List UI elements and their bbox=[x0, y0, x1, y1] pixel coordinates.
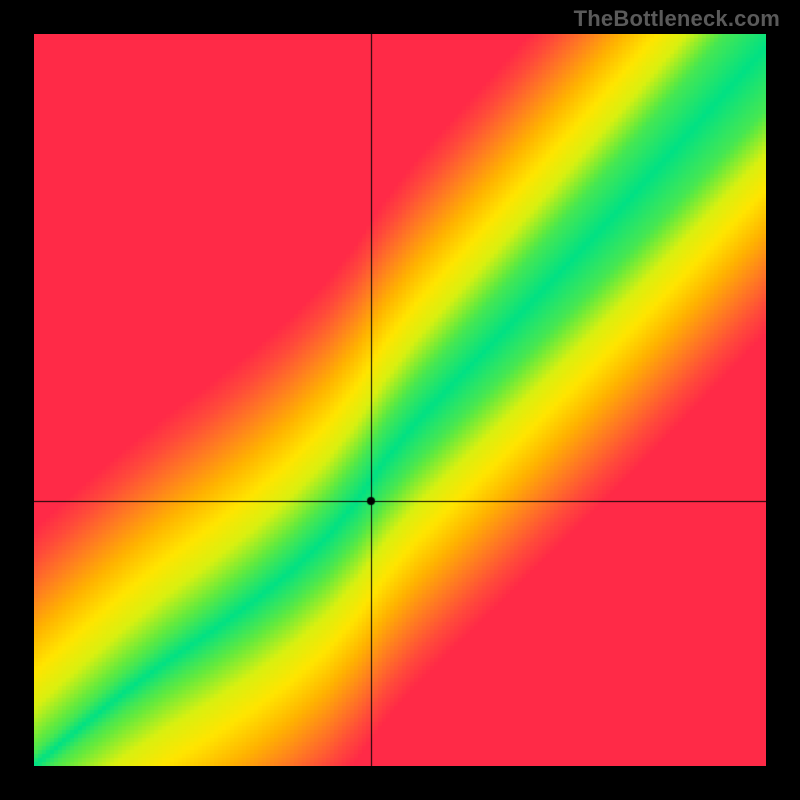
watermark-text: TheBottleneck.com bbox=[574, 6, 780, 32]
heatmap-plot bbox=[34, 34, 766, 766]
heatmap-canvas bbox=[34, 34, 766, 766]
